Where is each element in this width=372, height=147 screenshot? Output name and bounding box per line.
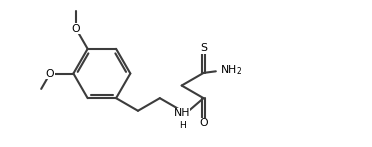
Text: NH$_2$: NH$_2$ bbox=[220, 64, 243, 77]
Text: O: O bbox=[46, 69, 54, 78]
Text: NH: NH bbox=[173, 108, 190, 118]
Text: O: O bbox=[199, 118, 208, 128]
Text: O: O bbox=[72, 24, 80, 34]
Text: S: S bbox=[200, 43, 207, 53]
Text: H: H bbox=[179, 121, 186, 130]
